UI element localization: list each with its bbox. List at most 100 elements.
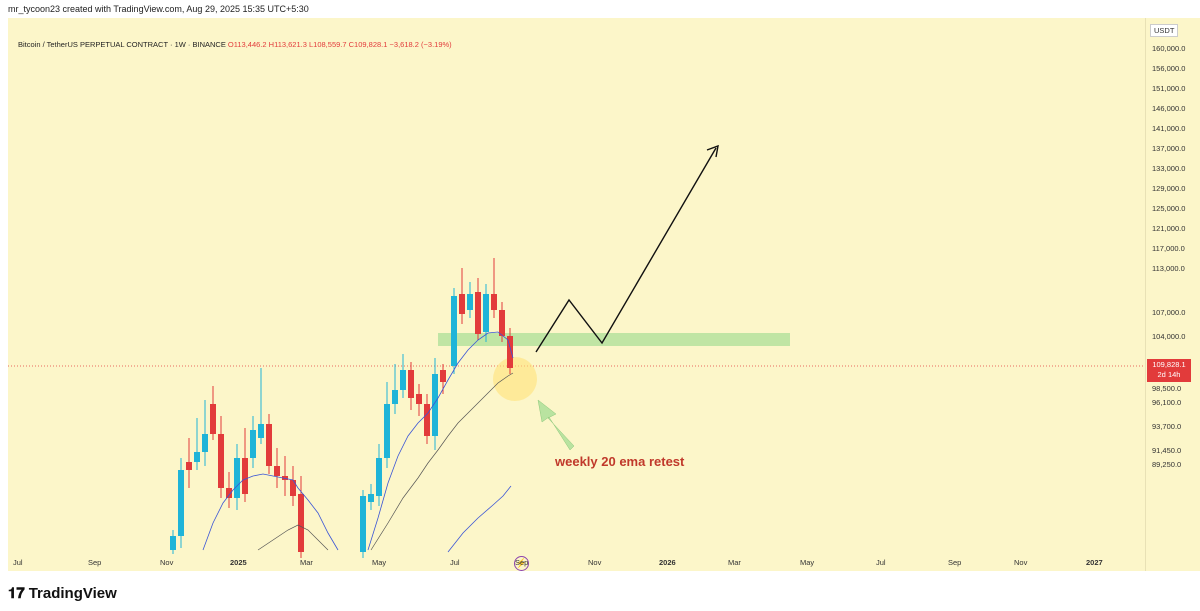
price-tick: 160,000.0 bbox=[1152, 44, 1186, 53]
candle-down bbox=[424, 404, 430, 436]
price-tick: 133,000.0 bbox=[1152, 164, 1186, 173]
candle-up bbox=[178, 470, 184, 536]
time-label: Sep bbox=[515, 558, 529, 567]
time-label: Mar bbox=[728, 558, 741, 567]
candle-up bbox=[258, 424, 264, 438]
projection-arrowhead bbox=[706, 144, 719, 158]
price-tick: 93,700.0 bbox=[1152, 422, 1182, 431]
time-label: 2025 bbox=[230, 558, 247, 567]
price-tick: 156,000.0 bbox=[1152, 64, 1186, 73]
candle-down bbox=[210, 404, 216, 434]
time-label: 2026 bbox=[659, 558, 676, 567]
candle-up bbox=[451, 296, 457, 366]
current-price-value: 109,828.1 bbox=[1152, 360, 1186, 369]
candle-up bbox=[194, 452, 200, 462]
candle-up bbox=[483, 294, 489, 332]
price-tick: 91,450.0 bbox=[1152, 446, 1182, 455]
ohlc-open: O113,446.2 bbox=[227, 40, 267, 49]
candle-down bbox=[507, 336, 513, 368]
candle-up bbox=[234, 458, 240, 498]
ohlc-close: C109,828.1 bbox=[348, 40, 388, 49]
candle-up bbox=[170, 536, 176, 550]
price-tick: 89,250.0 bbox=[1152, 460, 1182, 469]
time-label: Mar bbox=[300, 558, 313, 567]
candle-down bbox=[186, 462, 192, 470]
ema-fast-line bbox=[202, 473, 339, 551]
brand-name: TradingView bbox=[28, 584, 117, 602]
price-tick: 113,000.0 bbox=[1152, 264, 1185, 273]
price-tick: 117,000.0 bbox=[1152, 244, 1185, 253]
price-tick: 107,000.0 bbox=[1152, 308, 1186, 317]
candle-up bbox=[368, 494, 374, 502]
time-label: Sep bbox=[948, 558, 962, 567]
candle-up bbox=[467, 294, 473, 310]
bar-countdown: 2d 14h bbox=[1157, 370, 1181, 379]
ohlc-change: −3,618.2 (−3.19%) bbox=[389, 40, 452, 49]
price-tick: 98,500.0 bbox=[1152, 384, 1182, 393]
ema-slow-line bbox=[257, 524, 329, 551]
price-tick: 104,000.0 bbox=[1152, 332, 1186, 341]
candle-up bbox=[250, 430, 256, 458]
time-label: Nov bbox=[160, 558, 174, 567]
candle-down bbox=[440, 370, 446, 382]
ema-slow-line-2 bbox=[370, 372, 514, 551]
symbol-info: Bitcoin / TetherUS PERPETUAL CONTRACT · … bbox=[18, 40, 452, 49]
current-price-label: 109,828.1 2d 14h bbox=[1147, 359, 1191, 382]
support-zone bbox=[438, 333, 790, 346]
time-label: May bbox=[372, 558, 387, 567]
candle-up bbox=[432, 374, 438, 436]
candle-down bbox=[290, 480, 296, 496]
candle-down bbox=[242, 458, 248, 494]
chart-area[interactable]: Bitcoin / TetherUS PERPETUAL CONTRACT · … bbox=[8, 18, 1145, 571]
price-tick: 146,000.0 bbox=[1152, 104, 1186, 113]
ohlc-high: H113,621.3 bbox=[268, 40, 307, 49]
candle-down bbox=[499, 310, 505, 336]
time-label: 2027 bbox=[1086, 558, 1103, 567]
annotation-arrow bbox=[537, 399, 575, 451]
time-label: Nov bbox=[1014, 558, 1028, 567]
tradingview-logo-icon: 𝟏𝟕 bbox=[8, 584, 25, 602]
time-axis[interactable]: Jul Sep Nov 2025 Mar May Jul Sep Nov 2026 Mar May Ju… bbox=[8, 555, 1145, 571]
price-tick: 151,000.0 bbox=[1152, 84, 1186, 93]
candle-down bbox=[218, 434, 224, 488]
candle-down bbox=[416, 394, 422, 404]
candle-up bbox=[202, 434, 208, 452]
candle-down bbox=[475, 292, 481, 334]
ohlc-low: L108,559.7 bbox=[309, 40, 347, 49]
candle-up bbox=[384, 404, 390, 458]
chart-credit: mr_tycoon23 created with TradingView.com… bbox=[8, 4, 309, 14]
price-tick: 121,000.0 bbox=[1152, 224, 1186, 233]
time-label: Nov bbox=[588, 558, 602, 567]
price-tick: 141,000.0 bbox=[1152, 124, 1186, 133]
retest-highlight bbox=[493, 357, 537, 401]
candle-down bbox=[298, 494, 304, 552]
price-tick: 96,100.0 bbox=[1152, 398, 1182, 407]
candle-down bbox=[459, 294, 465, 314]
candle-down bbox=[266, 424, 272, 466]
projection-path bbox=[535, 147, 717, 353]
brand: 𝟏𝟕 TradingView bbox=[8, 584, 117, 602]
currency-unit[interactable]: USDT bbox=[1150, 24, 1179, 37]
candles bbox=[170, 258, 513, 558]
ema-fast-line-2 bbox=[367, 331, 514, 551]
candle-up bbox=[392, 390, 398, 404]
price-axis[interactable]: 160,000.0 156,000.0 151,000.0 146,000.0 141,… bbox=[1145, 18, 1200, 571]
annotation-text: weekly 20 ema retest bbox=[555, 454, 685, 469]
time-label: Jul bbox=[13, 558, 23, 567]
symbol-name: Bitcoin / TetherUS PERPETUAL CONTRACT · … bbox=[18, 40, 226, 49]
ema-long-line bbox=[447, 485, 512, 553]
candle-down bbox=[274, 466, 280, 476]
price-tick: 129,000.0 bbox=[1152, 184, 1186, 193]
candle-down bbox=[226, 488, 232, 498]
time-label: Sep bbox=[88, 558, 102, 567]
lightning-icon[interactable]: ⚡ bbox=[514, 556, 529, 571]
candle-down bbox=[408, 370, 414, 398]
candle-up bbox=[376, 458, 382, 496]
candle-down bbox=[491, 294, 497, 310]
time-label: May bbox=[800, 558, 815, 567]
price-tick: 125,000.0 bbox=[1152, 204, 1186, 213]
time-label: Jul bbox=[876, 558, 886, 567]
time-label: Jul bbox=[450, 558, 460, 567]
price-tick: 137,000.0 bbox=[1152, 144, 1186, 153]
candle-up bbox=[360, 496, 366, 552]
